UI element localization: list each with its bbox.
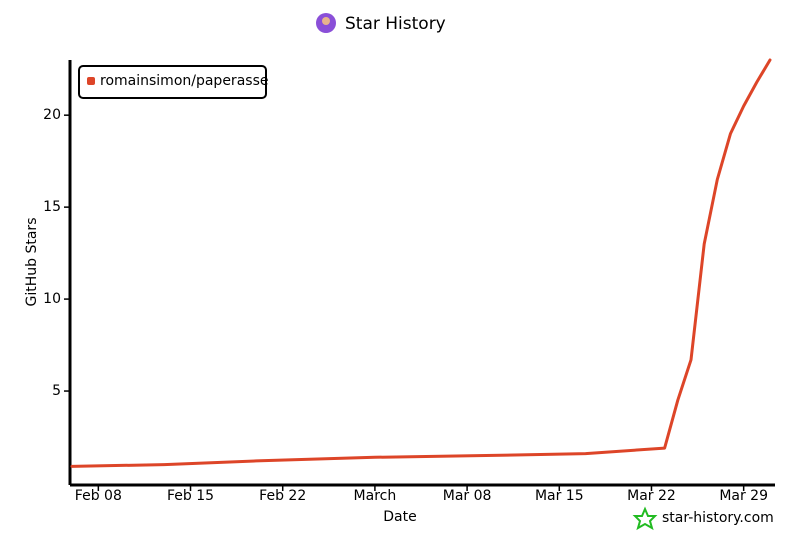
legend-swatch <box>87 77 95 85</box>
avatar-face <box>322 17 330 25</box>
y-tick-label: 10 <box>43 291 61 307</box>
x-axis-title: Date <box>383 509 416 525</box>
x-tick-label: Feb 08 <box>75 488 122 504</box>
y-axis-title: GitHub Stars <box>24 218 40 307</box>
x-tick-label: Feb 22 <box>259 488 306 504</box>
y-tick-label: 15 <box>43 199 61 215</box>
y-tick-label: 20 <box>43 107 61 123</box>
chart-title: Star History <box>345 14 446 34</box>
legend-box <box>78 65 267 99</box>
x-tick-label: Mar 22 <box>627 488 676 504</box>
x-tick-label: Mar 08 <box>443 488 492 504</box>
legend-label: romainsimon/paperasse <box>100 73 268 89</box>
x-tick-label: Mar 15 <box>535 488 584 504</box>
x-tick-label: Feb 15 <box>167 488 214 504</box>
y-tick-label: 5 <box>52 383 61 399</box>
x-tick-label: Mar 29 <box>719 488 768 504</box>
x-tick-label: March <box>354 488 397 504</box>
series-line <box>70 58 772 468</box>
watermark: star-history.com <box>662 510 774 526</box>
watermark-icon <box>632 506 658 531</box>
